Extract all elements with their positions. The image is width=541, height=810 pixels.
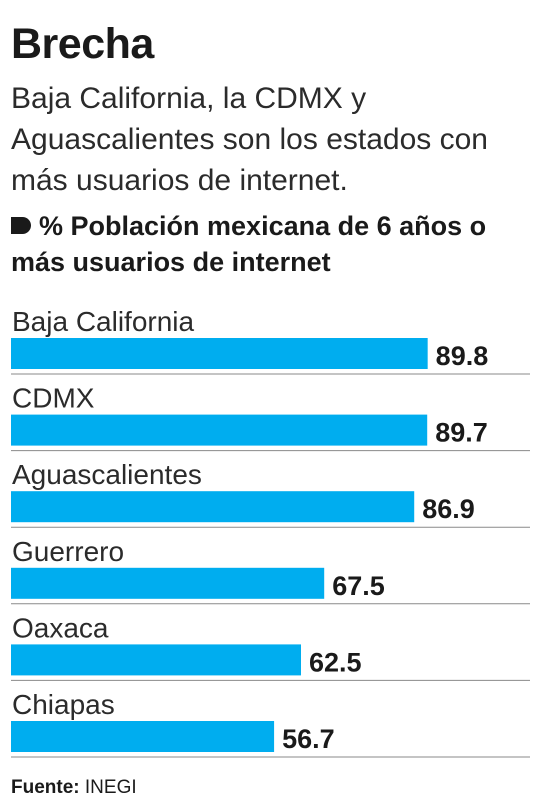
category-label: CDMX bbox=[12, 383, 95, 414]
legend: % Población mexicana de 6 años o más usu… bbox=[11, 208, 536, 280]
category-label: Guerrero bbox=[12, 536, 124, 567]
value-label: 86.9 bbox=[422, 494, 475, 524]
value-label: 62.5 bbox=[309, 647, 362, 677]
bar bbox=[11, 721, 275, 752]
legend-marker-icon bbox=[11, 217, 31, 234]
legend-text: % Población mexicana de 6 años o más usu… bbox=[11, 211, 487, 277]
bar-chart: Baja California 89.8 CDMX 89.7 Aguascaliente… bbox=[11, 306, 530, 758]
chart-title: Brecha bbox=[11, 20, 154, 68]
bar bbox=[11, 491, 415, 523]
value-label: 89.8 bbox=[436, 341, 489, 371]
bar bbox=[11, 567, 325, 599]
bar bbox=[11, 338, 428, 369]
source-value: INEGI bbox=[84, 777, 137, 798]
source-label: Fuente: bbox=[11, 777, 80, 798]
value-label: 67.5 bbox=[332, 571, 385, 601]
bar bbox=[11, 414, 428, 446]
chart-subtitle: Baja California, la CDMX y Aguascaliente… bbox=[11, 82, 488, 197]
value-label: 89.7 bbox=[435, 418, 488, 448]
category-label: Baja California bbox=[12, 306, 195, 337]
bar bbox=[11, 644, 301, 676]
value-label: 56.7 bbox=[282, 724, 335, 754]
category-label: Chiapas bbox=[12, 689, 115, 720]
category-label: Oaxaca bbox=[12, 612, 109, 643]
source-note: Fuente: INEGI bbox=[11, 776, 137, 800]
category-label: Aguascalientes bbox=[12, 459, 202, 490]
